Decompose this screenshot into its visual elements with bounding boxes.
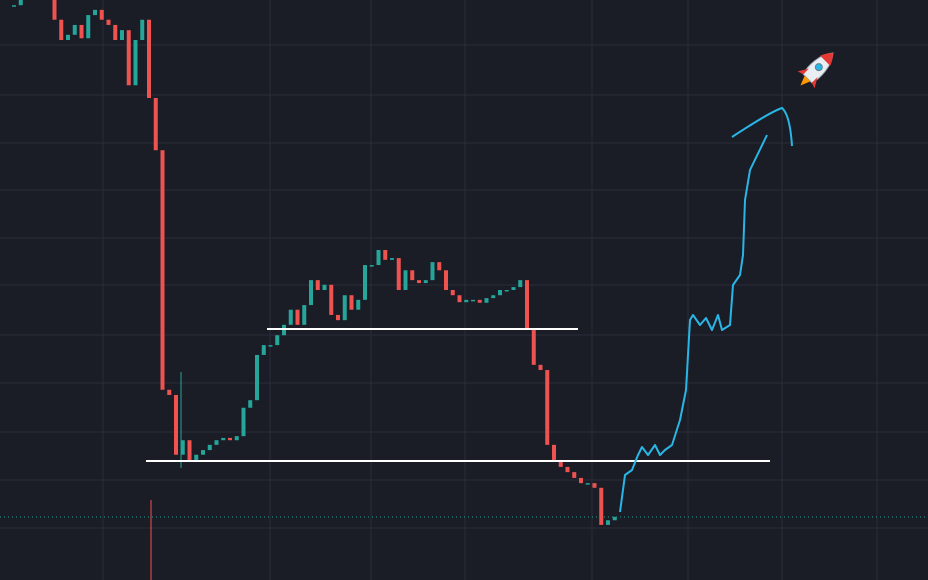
candle <box>207 444 212 451</box>
candle <box>113 24 118 41</box>
candle <box>504 290 509 292</box>
candle <box>221 437 226 441</box>
candles <box>12 0 617 525</box>
candle <box>255 354 259 401</box>
candle <box>592 483 597 488</box>
candle <box>120 30 124 41</box>
candle <box>160 150 165 390</box>
candle <box>579 477 583 484</box>
candle <box>558 459 563 467</box>
candle <box>531 330 536 365</box>
candle <box>396 258 401 290</box>
candle <box>234 436 239 441</box>
candle <box>66 34 70 41</box>
candle <box>545 370 550 445</box>
candle <box>194 454 199 460</box>
candle <box>525 280 529 331</box>
candle <box>153 98 158 151</box>
candle <box>477 299 482 303</box>
candle <box>612 516 617 521</box>
candle <box>369 265 374 267</box>
candle <box>228 437 232 441</box>
candle <box>309 280 313 306</box>
candle <box>322 284 327 290</box>
candle <box>201 450 205 455</box>
candle <box>126 30 131 86</box>
candle <box>167 389 172 395</box>
candle <box>140 19 145 41</box>
candle <box>349 295 354 310</box>
projection-arrow <box>731 106 793 147</box>
candle <box>565 466 570 473</box>
candle <box>79 24 84 39</box>
candle <box>606 520 610 525</box>
candle <box>538 364 543 371</box>
candle <box>498 290 502 296</box>
projection-line <box>619 134 768 513</box>
candle <box>444 270 448 290</box>
candle <box>599 487 604 525</box>
candle <box>383 249 388 260</box>
candle <box>356 299 361 310</box>
candle <box>423 280 428 284</box>
candle <box>511 287 516 290</box>
candle <box>282 324 286 336</box>
candle <box>410 270 415 281</box>
candle <box>93 9 97 16</box>
candle <box>52 0 57 20</box>
candle <box>437 262 442 271</box>
candle <box>363 265 367 300</box>
candle <box>268 345 273 347</box>
candle <box>288 309 293 325</box>
candle <box>18 0 23 6</box>
candle <box>133 40 138 86</box>
candle <box>376 249 381 266</box>
candle <box>86 15 91 39</box>
candle <box>241 407 246 437</box>
candle <box>214 440 219 445</box>
candle <box>106 19 111 25</box>
candle <box>187 440 192 460</box>
candle <box>72 24 77 35</box>
candle <box>147 19 151 99</box>
candle <box>403 270 408 290</box>
candle <box>390 258 394 260</box>
candle <box>457 295 462 303</box>
candle <box>12 5 16 7</box>
candle <box>585 483 590 485</box>
candle <box>261 345 266 355</box>
candle <box>59 19 64 41</box>
candle <box>518 280 523 288</box>
candle <box>552 444 556 460</box>
candle <box>491 295 496 299</box>
candle <box>295 309 300 325</box>
candle <box>180 440 185 455</box>
candle <box>99 9 104 20</box>
candle <box>572 472 577 478</box>
candle <box>342 295 347 321</box>
candle <box>450 290 455 296</box>
candle <box>302 305 307 325</box>
candle <box>471 299 475 302</box>
candle <box>484 298 489 303</box>
candle <box>464 299 469 303</box>
rocket-icon <box>797 52 834 89</box>
candle <box>417 280 421 284</box>
candle <box>248 400 253 408</box>
candle <box>315 280 320 290</box>
candle <box>336 314 340 321</box>
candle <box>275 335 280 346</box>
candle <box>430 262 435 281</box>
candle <box>174 394 178 455</box>
candle <box>329 284 334 315</box>
